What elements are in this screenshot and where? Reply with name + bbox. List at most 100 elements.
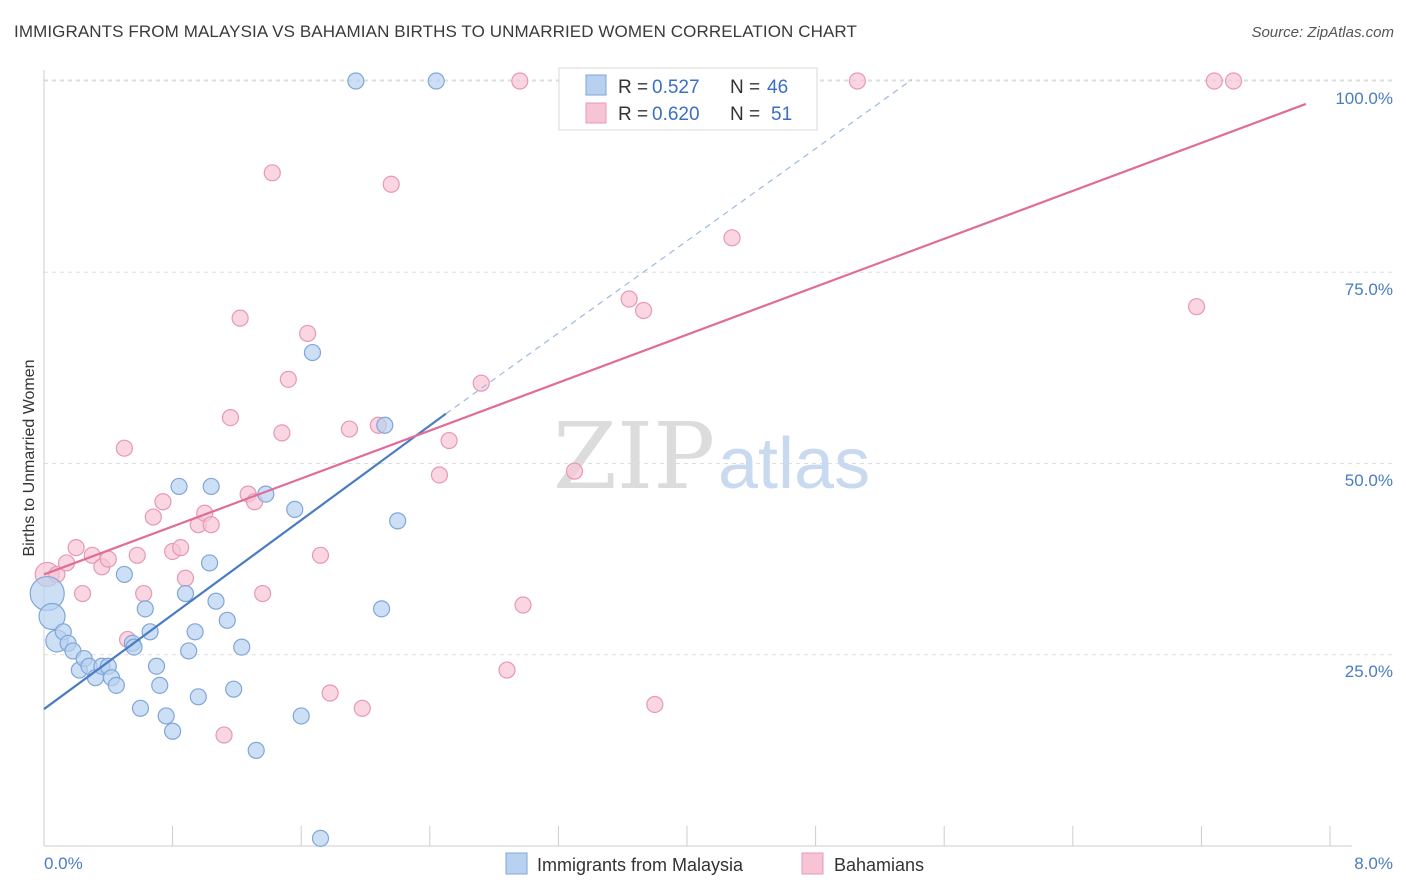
malaysia-trend-extension	[445, 78, 913, 415]
malaysia-point	[157, 707, 175, 725]
series-legend: Immigrants from Malaysia Bahamians	[505, 852, 924, 875]
malaysia-point	[389, 512, 407, 530]
malaysia-point	[170, 477, 188, 496]
bahamians-point	[1205, 72, 1223, 90]
legend-n-value-2: 51	[771, 104, 792, 125]
malaysia-point	[286, 500, 304, 518]
bahamians-point	[498, 661, 516, 679]
bahamians-point	[620, 290, 638, 308]
malaysia-point	[131, 699, 150, 717]
y-axis-title: Births to Unmarried Women	[21, 359, 38, 556]
malaysia-point	[311, 829, 330, 847]
malaysia-point	[303, 343, 322, 362]
bahamians-point	[511, 72, 529, 90]
source-credit: Source: ZipAtlas.com	[1251, 24, 1394, 41]
series-legend-swatch-malaysia	[505, 852, 528, 875]
bahamians-point	[723, 229, 741, 247]
malaysia-point	[218, 611, 236, 629]
watermark-zip: ZIP	[553, 403, 715, 510]
bahamians-point	[299, 324, 317, 343]
bahamians-point	[382, 175, 400, 193]
bahamians-trend-line	[43, 102, 1307, 576]
malaysia-point	[164, 722, 182, 740]
legend-n-label-2: N =	[730, 104, 760, 125]
bahamians-point	[144, 508, 162, 526]
malaysia-point	[347, 72, 365, 90]
bahamians-point	[353, 699, 371, 717]
bahamians-point	[115, 439, 133, 457]
series-legend-swatch-bahamians	[801, 852, 824, 875]
chart-title: IMMIGRANTS FROM MALAYSIA VS BAHAMIAN BIR…	[14, 22, 857, 41]
y-tick-label-75: 75.0%	[1345, 280, 1393, 299]
bahamians-point	[254, 584, 272, 603]
bahamians-point	[67, 539, 85, 557]
legend-r-value-1: 0.527	[652, 77, 700, 98]
malaysia-point	[189, 688, 207, 706]
malaysia-point	[200, 554, 219, 572]
bahamians-point	[634, 301, 653, 320]
malaysia-point	[176, 584, 195, 603]
malaysia-point	[147, 657, 166, 675]
malaysia-point	[376, 416, 394, 434]
malaysia-point	[136, 600, 154, 618]
legend-n-value-1: 46	[767, 77, 788, 98]
series-legend-label-malaysia: Immigrants from Malaysia	[537, 855, 744, 875]
bahamians-point	[221, 409, 240, 427]
data-points	[29, 72, 1243, 847]
watermark: ZIP atlas	[553, 403, 870, 510]
bahamians-point	[848, 72, 866, 90]
malaysia-point	[427, 72, 445, 90]
y-tick-label-50: 50.0%	[1345, 471, 1393, 490]
gridlines	[44, 79, 1393, 656]
malaysia-point	[292, 707, 310, 725]
bahamians-point	[1224, 72, 1243, 90]
stats-legend: R = 0.527 N = 46 R = 0.620 N = 51	[558, 67, 818, 131]
bahamians-point	[340, 420, 359, 438]
bahamians-point	[321, 684, 339, 702]
malaysia-point	[207, 592, 225, 610]
y-tick-label-100: 100.0%	[1335, 89, 1393, 108]
x-axis-ticks	[43, 826, 1331, 846]
bahamians-point	[231, 309, 249, 327]
malaysia-point	[225, 680, 243, 698]
bahamians-point	[215, 726, 233, 744]
malaysia-point	[38, 602, 66, 631]
bahamians-point	[176, 569, 195, 587]
legend-swatch-pink	[585, 102, 607, 124]
bahamians-point	[73, 584, 92, 603]
x-tick-label-max: 8.0%	[1354, 854, 1393, 873]
bahamians-point	[263, 164, 281, 182]
malaysia-point	[247, 741, 265, 759]
bahamians-point	[311, 546, 330, 564]
bahamians-point	[472, 374, 490, 392]
bahamians-point	[172, 539, 190, 557]
malaysia-point	[186, 623, 204, 641]
bahamians-point	[1187, 298, 1206, 316]
bahamians-point	[514, 596, 532, 614]
bahamians-point	[273, 424, 291, 442]
bahamians-point	[565, 462, 584, 480]
bahamians-point	[154, 493, 172, 511]
malaysia-point	[125, 638, 143, 656]
series-legend-label-bahamians: Bahamians	[834, 855, 924, 875]
malaysia-trend-line	[43, 412, 447, 710]
x-tick-label-min: 0.0%	[44, 854, 83, 873]
bahamians-point	[440, 431, 458, 450]
bahamians-point	[646, 695, 664, 714]
legend-r-label-2: R =	[618, 104, 648, 125]
malaysia-point	[372, 600, 391, 618]
watermark-atlas: atlas	[718, 424, 870, 504]
trend-lines	[43, 78, 1307, 710]
malaysia-point	[107, 676, 125, 694]
legend-swatch-blue	[585, 74, 607, 96]
malaysia-point	[151, 676, 169, 694]
malaysia-point	[233, 638, 251, 656]
legend-r-label-1: R =	[618, 77, 648, 98]
bahamians-point	[430, 466, 449, 484]
legend-r-value-2: 0.620	[652, 104, 700, 125]
y-tick-label-25: 25.0%	[1345, 662, 1393, 681]
malaysia-point	[180, 642, 198, 660]
bahamians-point	[279, 370, 297, 388]
malaysia-point	[115, 565, 133, 584]
